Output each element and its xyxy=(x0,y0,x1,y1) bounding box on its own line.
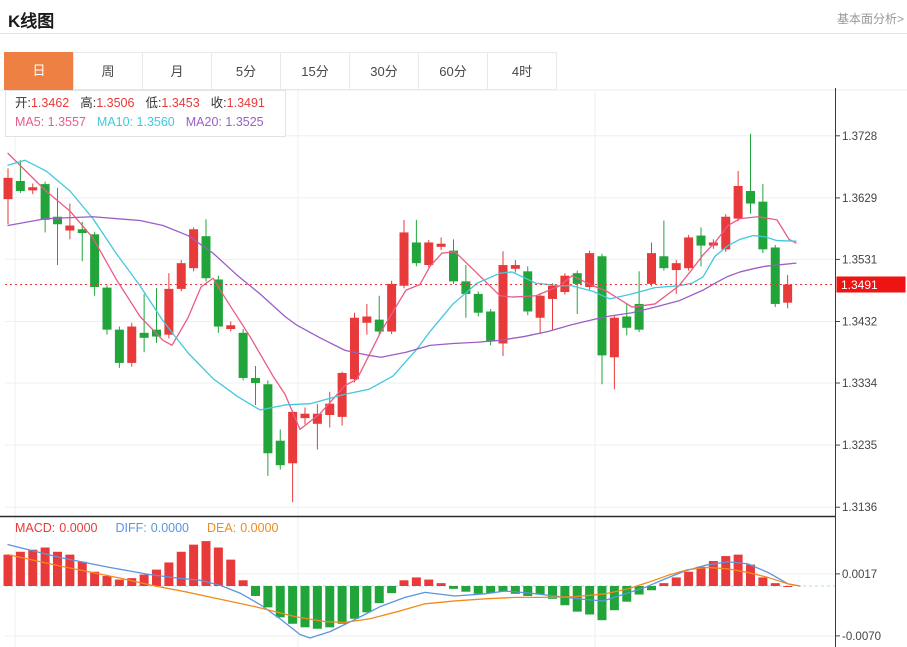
tab-4hour[interactable]: 4时 xyxy=(487,52,557,90)
svg-text:1.3432: 1.3432 xyxy=(842,317,877,329)
ohlc-row: 开:1.3462 高:1.3506 低:1.3453 收:1.3491 xyxy=(15,94,276,113)
low-label: 低: xyxy=(145,96,162,110)
high-label: 高: xyxy=(80,96,97,110)
ma20-label: MA20: xyxy=(185,115,222,129)
macd-value: 0.0000 xyxy=(59,521,98,535)
svg-text:1.3235: 1.3235 xyxy=(842,440,877,452)
tab-week[interactable]: 周 xyxy=(73,52,143,90)
svg-text:1.3334: 1.3334 xyxy=(842,378,878,390)
ma-row: MA5: 1.3557 MA10: 1.3560 MA20: 1.3525 xyxy=(15,113,276,132)
diff-label: DIFF: xyxy=(115,521,147,535)
page-header: K线图 基本面分析> xyxy=(0,0,907,34)
svg-text:-0.0070: -0.0070 xyxy=(842,631,881,643)
ma20-value: 1.3525 xyxy=(225,115,264,129)
high-value: 1.3506 xyxy=(96,96,135,110)
tab-15min[interactable]: 15分 xyxy=(280,52,350,90)
svg-text:1.3136: 1.3136 xyxy=(842,502,877,514)
ma10-label: MA10: xyxy=(96,115,134,129)
ma5-value: 1.3557 xyxy=(47,115,86,129)
tab-day[interactable]: 日 xyxy=(4,52,74,90)
current-price-badge: 1.3491 xyxy=(836,276,906,293)
svg-text:1.3491: 1.3491 xyxy=(841,278,878,292)
period-tabbar: 日周月 5分 15分 30分 60分 4时 xyxy=(4,52,557,90)
svg-text:0.0017: 0.0017 xyxy=(842,569,877,581)
open-value: 1.3462 xyxy=(30,96,70,110)
diff-value: 0.0000 xyxy=(150,521,189,535)
close-value: 1.3491 xyxy=(226,96,265,110)
fundamental-analysis-link[interactable]: 基本面分析> xyxy=(836,12,904,26)
ma5-label: MA5: xyxy=(15,115,45,129)
macd-label: MACD: xyxy=(15,521,56,535)
svg-text:1.3629: 1.3629 xyxy=(842,193,877,205)
ma10-value: 1.3560 xyxy=(136,115,175,129)
svg-text:1.3728: 1.3728 xyxy=(842,131,877,143)
dea-value: 0.0000 xyxy=(240,521,279,535)
tab-60min[interactable]: 60分 xyxy=(418,52,488,90)
low-value: 1.3453 xyxy=(161,96,200,110)
ohlc-info-box: 开:1.3462 高:1.3506 低:1.3453 收:1.3491 MA5: 1.… xyxy=(5,90,286,137)
dea-label: DEA: xyxy=(207,521,237,535)
open-label: 开: xyxy=(15,96,31,110)
macd-info: MACD: 0.0000 DIFF: 0.0000 DEA: 0.0000 xyxy=(15,521,282,535)
svg-text:1.3531: 1.3531 xyxy=(842,254,877,266)
tab-5min[interactable]: 5分 xyxy=(211,52,281,90)
close-label: 收: xyxy=(210,96,227,110)
page-title: K线图 xyxy=(8,12,55,31)
tab-30min[interactable]: 30分 xyxy=(349,52,419,90)
tab-month[interactable]: 月 xyxy=(142,52,212,90)
